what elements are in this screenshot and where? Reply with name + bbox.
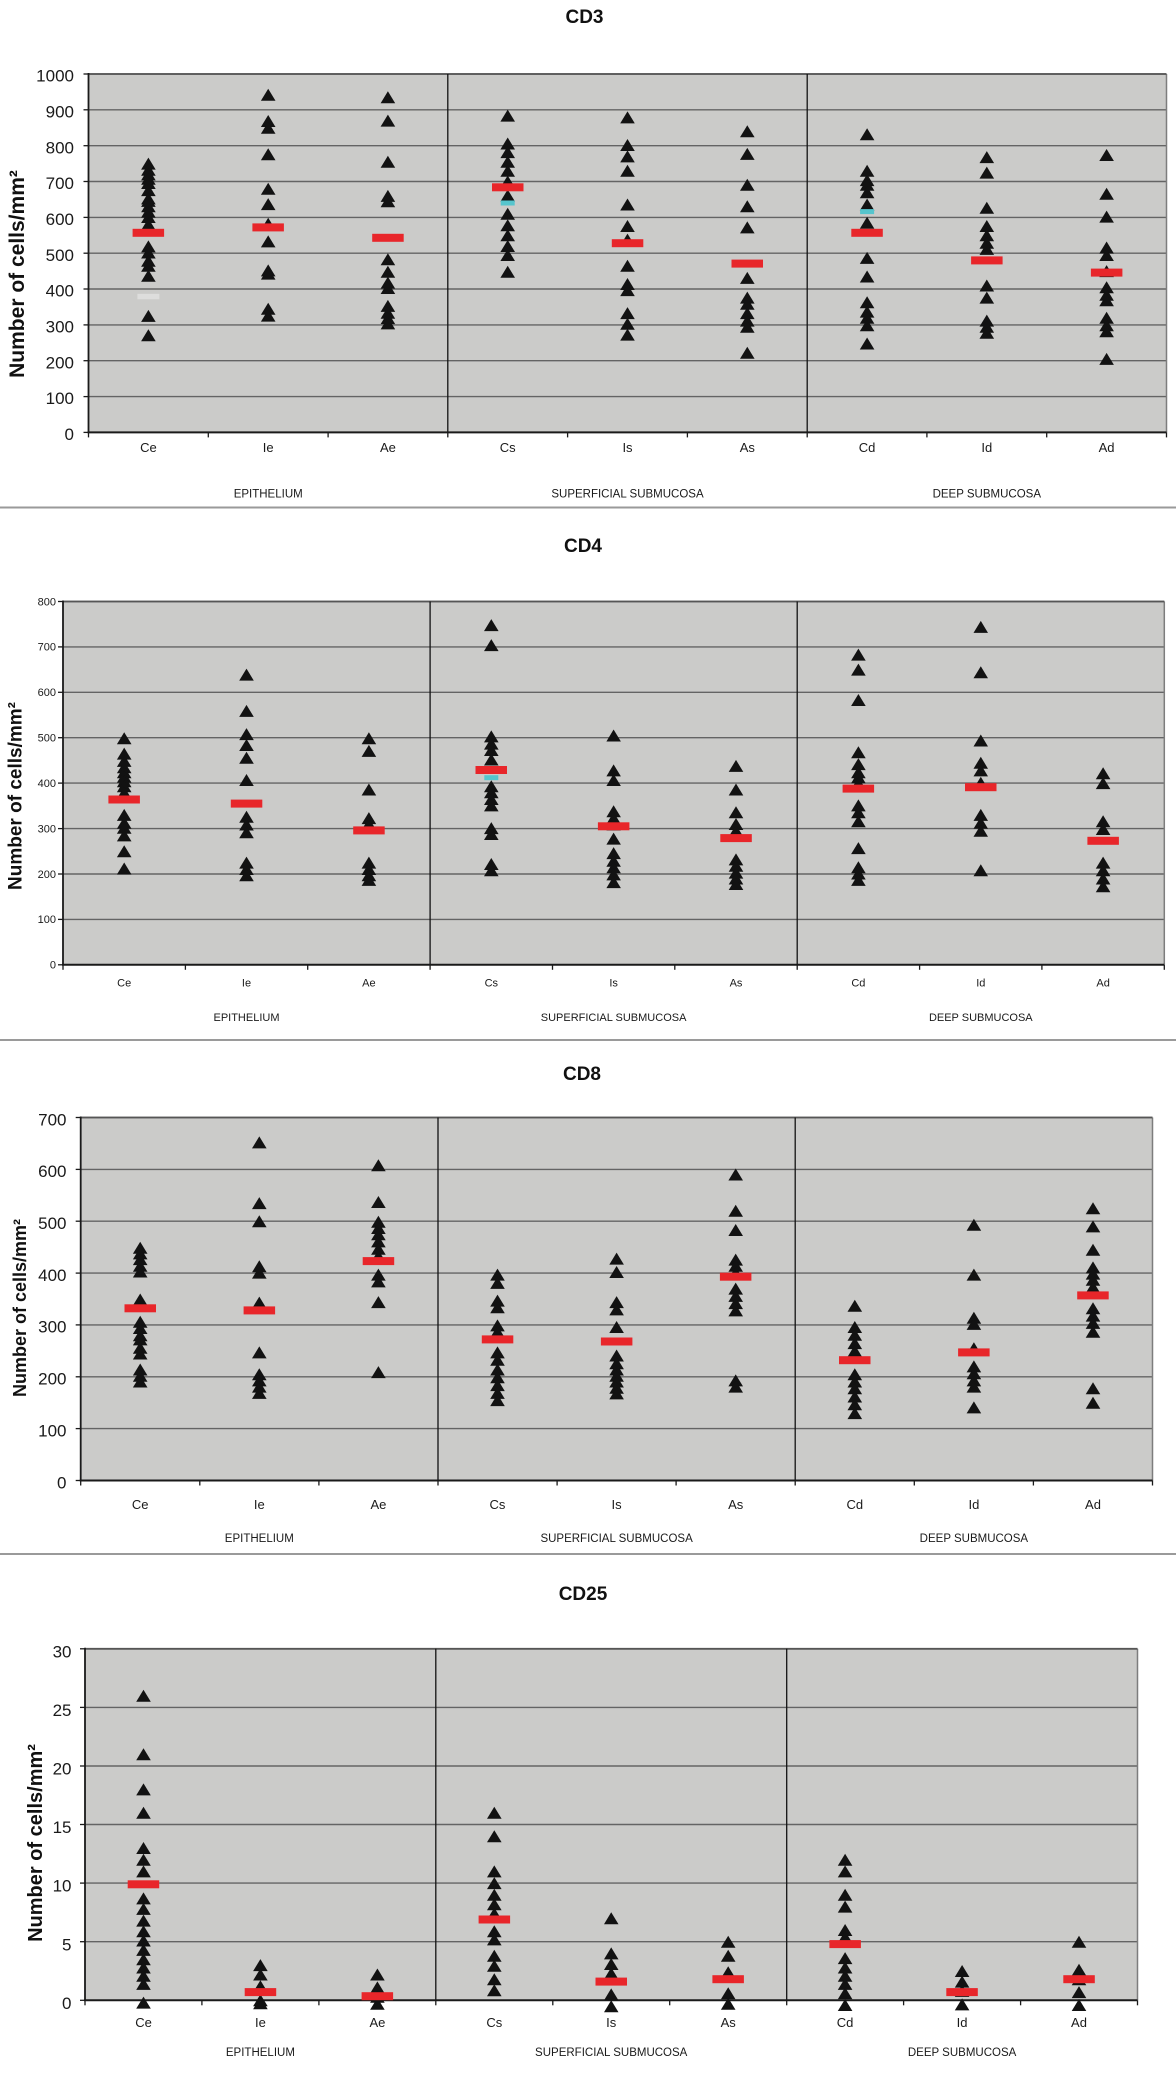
svg-text:Ce: Ce [135, 2015, 152, 2030]
svg-text:Is: Is [609, 978, 618, 990]
svg-text:Ae: Ae [380, 440, 396, 455]
svg-text:Ad: Ad [1096, 978, 1109, 990]
svg-text:Cd: Cd [846, 1497, 863, 1512]
svg-text:Number of cells/mm²: Number of cells/mm² [6, 170, 29, 378]
svg-text:0: 0 [57, 1473, 66, 1492]
svg-text:Ae: Ae [362, 978, 375, 990]
svg-text:300: 300 [46, 318, 74, 337]
svg-text:900: 900 [46, 102, 74, 121]
svg-text:As: As [730, 978, 743, 990]
svg-text:10: 10 [53, 1877, 72, 1896]
svg-text:800: 800 [46, 138, 74, 157]
svg-text:Ae: Ae [369, 2015, 385, 2030]
svg-text:Ad: Ad [1099, 440, 1115, 455]
svg-text:300: 300 [38, 823, 56, 835]
svg-text:500: 500 [46, 246, 74, 265]
svg-text:SUPERFICIAL SUBMUCOSA: SUPERFICIAL SUBMUCOSA [540, 1533, 693, 1545]
svg-text:400: 400 [38, 778, 56, 790]
svg-text:Ce: Ce [117, 978, 131, 990]
svg-text:15: 15 [53, 1818, 72, 1837]
svg-text:DEEP SUBMUCOSA: DEEP SUBMUCOSA [920, 1533, 1029, 1545]
svg-text:Is: Is [612, 1497, 623, 1512]
svg-text:CD4: CD4 [564, 536, 602, 557]
svg-text:800: 800 [38, 596, 56, 608]
svg-text:400: 400 [46, 282, 74, 301]
svg-text:Ie: Ie [242, 978, 251, 990]
svg-text:Cs: Cs [486, 2015, 502, 2030]
svg-text:Ie: Ie [263, 440, 274, 455]
svg-text:Is: Is [622, 440, 633, 455]
svg-text:SUPERFICIAL SUBMUCOSA: SUPERFICIAL SUBMUCOSA [551, 489, 704, 501]
svg-text:EPITHELIUM: EPITHELIUM [234, 489, 303, 501]
svg-text:Cd: Cd [859, 440, 876, 455]
svg-text:CD3: CD3 [565, 7, 603, 28]
svg-text:EPITHELIUM: EPITHELIUM [226, 2047, 295, 2059]
svg-text:Number of cells/mm²: Number of cells/mm² [25, 1744, 47, 1942]
svg-text:100: 100 [38, 914, 56, 926]
svg-text:As: As [721, 2015, 737, 2030]
svg-text:Ce: Ce [132, 1497, 149, 1512]
svg-text:DEEP SUBMUCOSA: DEEP SUBMUCOSA [908, 2047, 1017, 2059]
svg-text:EPITHELIUM: EPITHELIUM [213, 1012, 279, 1024]
svg-text:Ce: Ce [140, 440, 157, 455]
svg-text:DEEP SUBMUCOSA: DEEP SUBMUCOSA [929, 1012, 1033, 1024]
svg-text:1000: 1000 [36, 67, 74, 86]
svg-text:Ad: Ad [1071, 2015, 1087, 2030]
svg-text:600: 600 [38, 687, 56, 699]
svg-text:Cd: Cd [851, 978, 865, 990]
svg-text:Ae: Ae [370, 1497, 386, 1512]
svg-text:SUPERFICIAL SUBMUCOSA: SUPERFICIAL SUBMUCOSA [541, 1012, 687, 1024]
svg-text:200: 200 [38, 1370, 66, 1389]
svg-text:700: 700 [38, 1110, 66, 1129]
svg-text:CD25: CD25 [559, 1584, 608, 1605]
svg-text:300: 300 [38, 1318, 66, 1337]
svg-text:20: 20 [53, 1760, 72, 1779]
svg-text:100: 100 [38, 1421, 66, 1440]
svg-text:200: 200 [46, 353, 74, 372]
svg-text:700: 700 [38, 642, 56, 654]
svg-text:Cd: Cd [837, 2015, 854, 2030]
svg-text:400: 400 [38, 1266, 66, 1285]
svg-text:Id: Id [957, 2015, 968, 2030]
svg-text:5: 5 [62, 1935, 71, 1954]
svg-text:Number of cells/mm²: Number of cells/mm² [6, 702, 27, 890]
svg-text:200: 200 [38, 869, 56, 881]
svg-text:30: 30 [53, 1642, 72, 1661]
svg-text:Number of cells/mm²: Number of cells/mm² [10, 1219, 30, 1397]
svg-text:0: 0 [62, 1994, 71, 2013]
svg-text:500: 500 [38, 733, 56, 745]
svg-text:EPITHELIUM: EPITHELIUM [225, 1533, 294, 1545]
svg-text:SUPERFICIAL SUBMUCOSA: SUPERFICIAL SUBMUCOSA [535, 2047, 688, 2059]
svg-text:0: 0 [50, 960, 56, 972]
svg-text:Is: Is [606, 2015, 617, 2030]
svg-text:As: As [740, 440, 756, 455]
svg-text:Ie: Ie [255, 2015, 266, 2030]
svg-text:As: As [728, 1497, 744, 1512]
svg-text:Ie: Ie [254, 1497, 265, 1512]
svg-text:CD8: CD8 [563, 1064, 601, 1085]
svg-text:100: 100 [46, 389, 74, 408]
svg-text:600: 600 [46, 210, 74, 229]
svg-text:700: 700 [46, 174, 74, 193]
svg-text:Id: Id [976, 978, 985, 990]
svg-text:Cs: Cs [490, 1497, 506, 1512]
svg-text:Id: Id [968, 1497, 979, 1512]
svg-text:500: 500 [38, 1214, 66, 1233]
svg-text:600: 600 [38, 1162, 66, 1181]
svg-text:Ad: Ad [1085, 1497, 1101, 1512]
svg-text:DEEP SUBMUCOSA: DEEP SUBMUCOSA [933, 489, 1042, 501]
svg-text:0: 0 [65, 425, 74, 444]
svg-text:25: 25 [53, 1701, 72, 1720]
svg-text:Id: Id [981, 440, 992, 455]
svg-text:Cs: Cs [485, 978, 499, 990]
svg-text:Cs: Cs [500, 440, 516, 455]
